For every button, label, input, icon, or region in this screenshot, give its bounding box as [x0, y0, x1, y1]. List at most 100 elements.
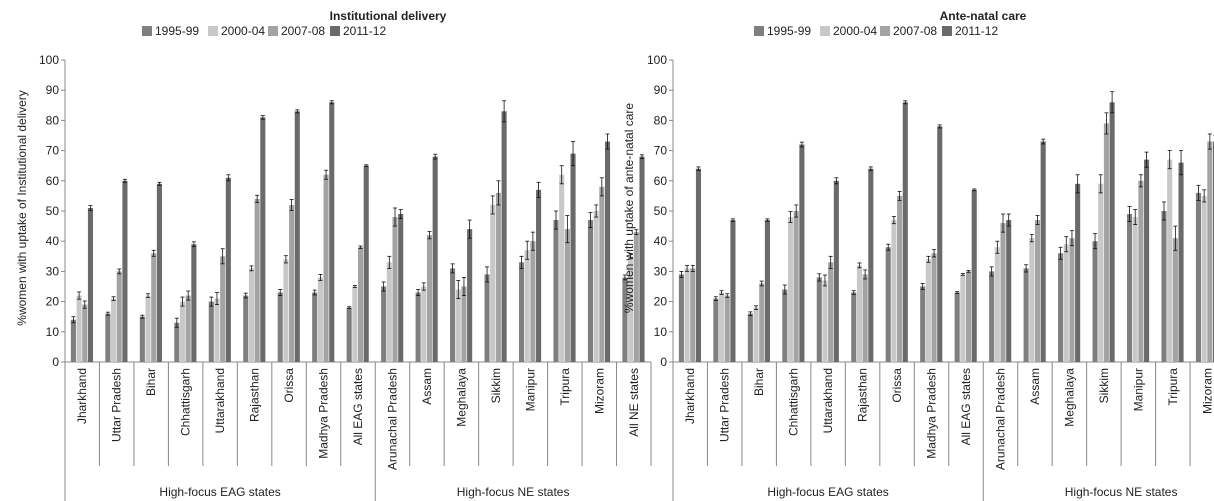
y-tick-label: 50 [46, 204, 60, 218]
bar [564, 229, 570, 362]
x-tick-label: Arunachal Pradesh [385, 368, 399, 470]
bar [753, 307, 759, 362]
bar [1029, 238, 1035, 362]
bar [484, 274, 490, 362]
bar [392, 217, 398, 362]
y-tick-label: 40 [654, 234, 668, 248]
bar [1109, 102, 1115, 362]
bar [925, 259, 931, 362]
bar [994, 247, 1000, 362]
bar [116, 271, 122, 362]
legend-label: 2011-12 [955, 24, 998, 38]
x-tick-label: Tripura [558, 368, 572, 406]
bar [467, 229, 473, 362]
bar [312, 292, 318, 362]
bar [530, 241, 536, 362]
bar [868, 168, 874, 362]
x-tick-label: Chhattisgarh [787, 368, 801, 436]
bar [277, 292, 283, 362]
bar [1132, 217, 1138, 362]
x-tick-label: Rajasthan [248, 368, 262, 422]
bar [690, 268, 696, 362]
bar [553, 220, 559, 362]
y-tick-label: 70 [46, 144, 60, 158]
bar [937, 126, 943, 362]
bar [759, 283, 765, 362]
bar [966, 271, 972, 362]
y-tick-label: 100 [647, 53, 667, 67]
bar [76, 295, 82, 362]
chart-title: Ante-natal care [940, 9, 1027, 23]
bar [1098, 183, 1104, 362]
group-label: High-focus EAG states [767, 485, 888, 499]
bar [920, 286, 926, 362]
bar [885, 247, 891, 362]
y-tick-label: 20 [46, 295, 60, 309]
x-tick-label: Jharkhand [75, 368, 89, 424]
x-tick-label: Sikkim [489, 368, 503, 403]
bar [730, 220, 736, 362]
y-tick-label: 80 [654, 113, 668, 127]
bar [289, 204, 295, 362]
bar [208, 301, 214, 362]
bar [628, 256, 634, 362]
x-tick-label: Orissa [890, 368, 904, 403]
bar [971, 189, 977, 362]
bar [490, 204, 496, 362]
bar [455, 289, 461, 362]
bar [897, 195, 903, 362]
y-tick-label: 80 [46, 113, 60, 127]
group-label: High-focus NE states [457, 485, 570, 499]
bar [323, 174, 329, 362]
bar [1172, 238, 1178, 362]
bar [346, 307, 352, 362]
bar [793, 211, 799, 362]
y-tick-label: 30 [654, 264, 668, 278]
x-tick-label: Assam [1028, 368, 1042, 405]
bar [684, 268, 690, 362]
bar [559, 174, 565, 362]
bar [501, 111, 507, 362]
y-tick-label: 100 [39, 53, 59, 67]
x-tick-label: Madhya Pradesh [317, 368, 331, 459]
bar [1034, 220, 1041, 362]
bar [856, 265, 862, 362]
x-tick-label: All EAG states [959, 368, 973, 445]
bar [862, 274, 868, 362]
bar [70, 319, 76, 362]
bar [358, 247, 364, 362]
bar [105, 313, 111, 362]
x-tick-label: Bihar [752, 368, 766, 396]
bar [599, 186, 605, 362]
bar [294, 111, 300, 362]
x-tick-label: Sikkim [1097, 368, 1111, 403]
legend-swatch [880, 26, 890, 36]
bar [1023, 268, 1029, 362]
bar [989, 271, 995, 362]
bar [1207, 141, 1213, 362]
x-tick-label: Assam [420, 368, 434, 405]
x-tick-label: Jharkhand [683, 368, 697, 424]
legend-label: 2007-08 [281, 24, 325, 38]
bar [1212, 141, 1214, 362]
bar [695, 168, 702, 362]
bar [145, 295, 151, 362]
bar [713, 298, 719, 362]
bar [822, 280, 828, 362]
bar [570, 153, 576, 362]
bar [1006, 220, 1012, 362]
bar [828, 262, 834, 362]
bar [243, 295, 249, 362]
bar [931, 253, 937, 362]
bar [1000, 223, 1006, 362]
chart-2: Ante-natal care 1995-99 2000-04 2007-08 2011… [622, 9, 1214, 501]
legend-label: 2000-04 [221, 24, 265, 38]
y-tick-label: 60 [46, 174, 60, 188]
legend-swatch [820, 26, 830, 36]
bar [764, 220, 770, 362]
bar [747, 313, 753, 362]
bar [587, 220, 594, 362]
bar [1075, 183, 1081, 362]
bar [954, 292, 960, 362]
